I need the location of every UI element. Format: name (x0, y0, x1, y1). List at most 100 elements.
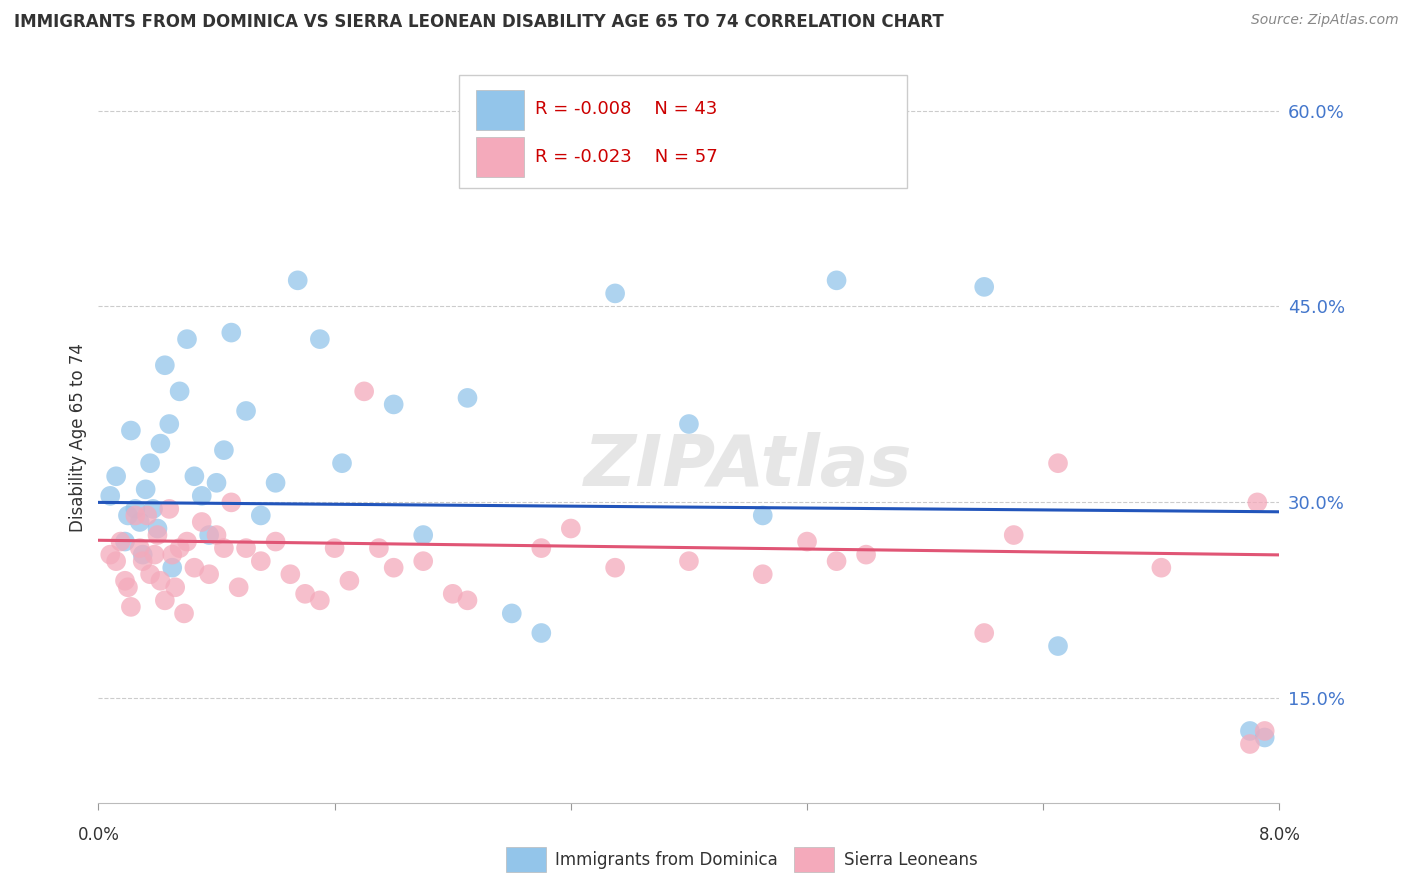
Point (165, 580, 187, 594)
Point (110, 534, 132, 549)
Point (98, 548, 121, 562)
Point (456, 391, 478, 405)
Point (605, 286, 627, 301)
Point (1046, 639, 1069, 653)
Point (139, 567, 162, 582)
Point (825, 554, 848, 568)
Point (294, 587, 316, 601)
Point (412, 528, 434, 542)
FancyBboxPatch shape (458, 75, 907, 188)
Point (190, 515, 214, 529)
Point (560, 521, 582, 535)
FancyBboxPatch shape (477, 137, 523, 178)
Point (135, 483, 157, 497)
Point (1239, 723, 1261, 738)
Point (183, 560, 205, 574)
Point (855, 548, 877, 562)
Point (98, 489, 121, 503)
Point (153, 593, 176, 607)
Point (143, 548, 166, 562)
Point (353, 384, 375, 399)
Point (308, 332, 332, 346)
Point (205, 528, 228, 542)
Point (117, 508, 139, 523)
Text: Sierra Leoneans: Sierra Leoneans (844, 851, 977, 869)
Text: 0.0%: 0.0% (77, 826, 120, 845)
Point (530, 541, 553, 555)
Text: R = -0.008    N = 43: R = -0.008 N = 43 (536, 101, 718, 119)
Point (117, 580, 139, 594)
Point (169, 541, 191, 555)
Point (169, 384, 191, 399)
Point (382, 560, 405, 574)
Text: Source: ZipAtlas.com: Source: ZipAtlas.com (1251, 13, 1399, 28)
Point (162, 548, 183, 562)
Point (264, 534, 287, 549)
Point (1046, 456, 1069, 470)
FancyBboxPatch shape (477, 89, 523, 130)
Point (198, 528, 221, 542)
Point (278, 567, 301, 582)
Text: IMMIGRANTS FROM DOMINICA VS SIERRA LEONEAN DISABILITY AGE 65 TO 74 CORRELATION C: IMMIGRANTS FROM DOMINICA VS SIERRA LEONE… (14, 13, 943, 31)
Text: R = -0.023    N = 57: R = -0.023 N = 57 (536, 148, 718, 166)
Point (173, 607, 195, 621)
Point (128, 515, 150, 529)
Point (323, 541, 346, 555)
Point (751, 508, 773, 523)
Point (157, 417, 180, 431)
Point (1002, 528, 1025, 542)
Point (105, 554, 128, 568)
Text: 8.0%: 8.0% (1258, 826, 1301, 845)
Point (825, 273, 848, 287)
Point (1254, 723, 1277, 738)
Point (219, 495, 242, 509)
Point (382, 397, 405, 411)
Point (114, 574, 136, 588)
Point (330, 456, 353, 470)
Point (308, 593, 332, 607)
Point (1239, 737, 1261, 751)
Point (228, 580, 250, 594)
Point (235, 404, 257, 418)
Point (412, 554, 434, 568)
Point (132, 554, 155, 568)
Point (176, 332, 198, 346)
Point (136, 508, 159, 523)
Point (250, 554, 273, 568)
Point (212, 541, 235, 555)
Point (124, 508, 146, 523)
Point (114, 534, 136, 549)
Point (973, 626, 995, 640)
Point (441, 587, 464, 601)
Point (128, 541, 150, 555)
Point (153, 358, 176, 372)
Point (973, 280, 995, 294)
Point (219, 326, 242, 340)
Point (149, 574, 172, 588)
Point (678, 417, 700, 431)
Point (212, 443, 235, 458)
Point (146, 521, 169, 535)
Y-axis label: Disability Age 65 to 74: Disability Age 65 to 74 (69, 343, 87, 532)
Point (287, 273, 309, 287)
Point (139, 456, 162, 470)
Point (105, 469, 128, 483)
Point (1150, 560, 1173, 574)
Point (183, 469, 205, 483)
Text: ZIPAtlas: ZIPAtlas (583, 432, 912, 500)
Point (190, 489, 214, 503)
Point (132, 548, 155, 562)
Point (264, 475, 287, 490)
Point (337, 574, 360, 588)
Text: Immigrants from Dominica: Immigrants from Dominica (555, 851, 778, 869)
Point (205, 475, 228, 490)
Point (456, 593, 478, 607)
Point (162, 560, 183, 574)
Point (250, 508, 273, 523)
Point (120, 599, 142, 614)
Point (678, 554, 700, 568)
Point (149, 436, 172, 450)
Point (124, 502, 146, 516)
Point (530, 626, 553, 640)
Point (501, 607, 523, 621)
